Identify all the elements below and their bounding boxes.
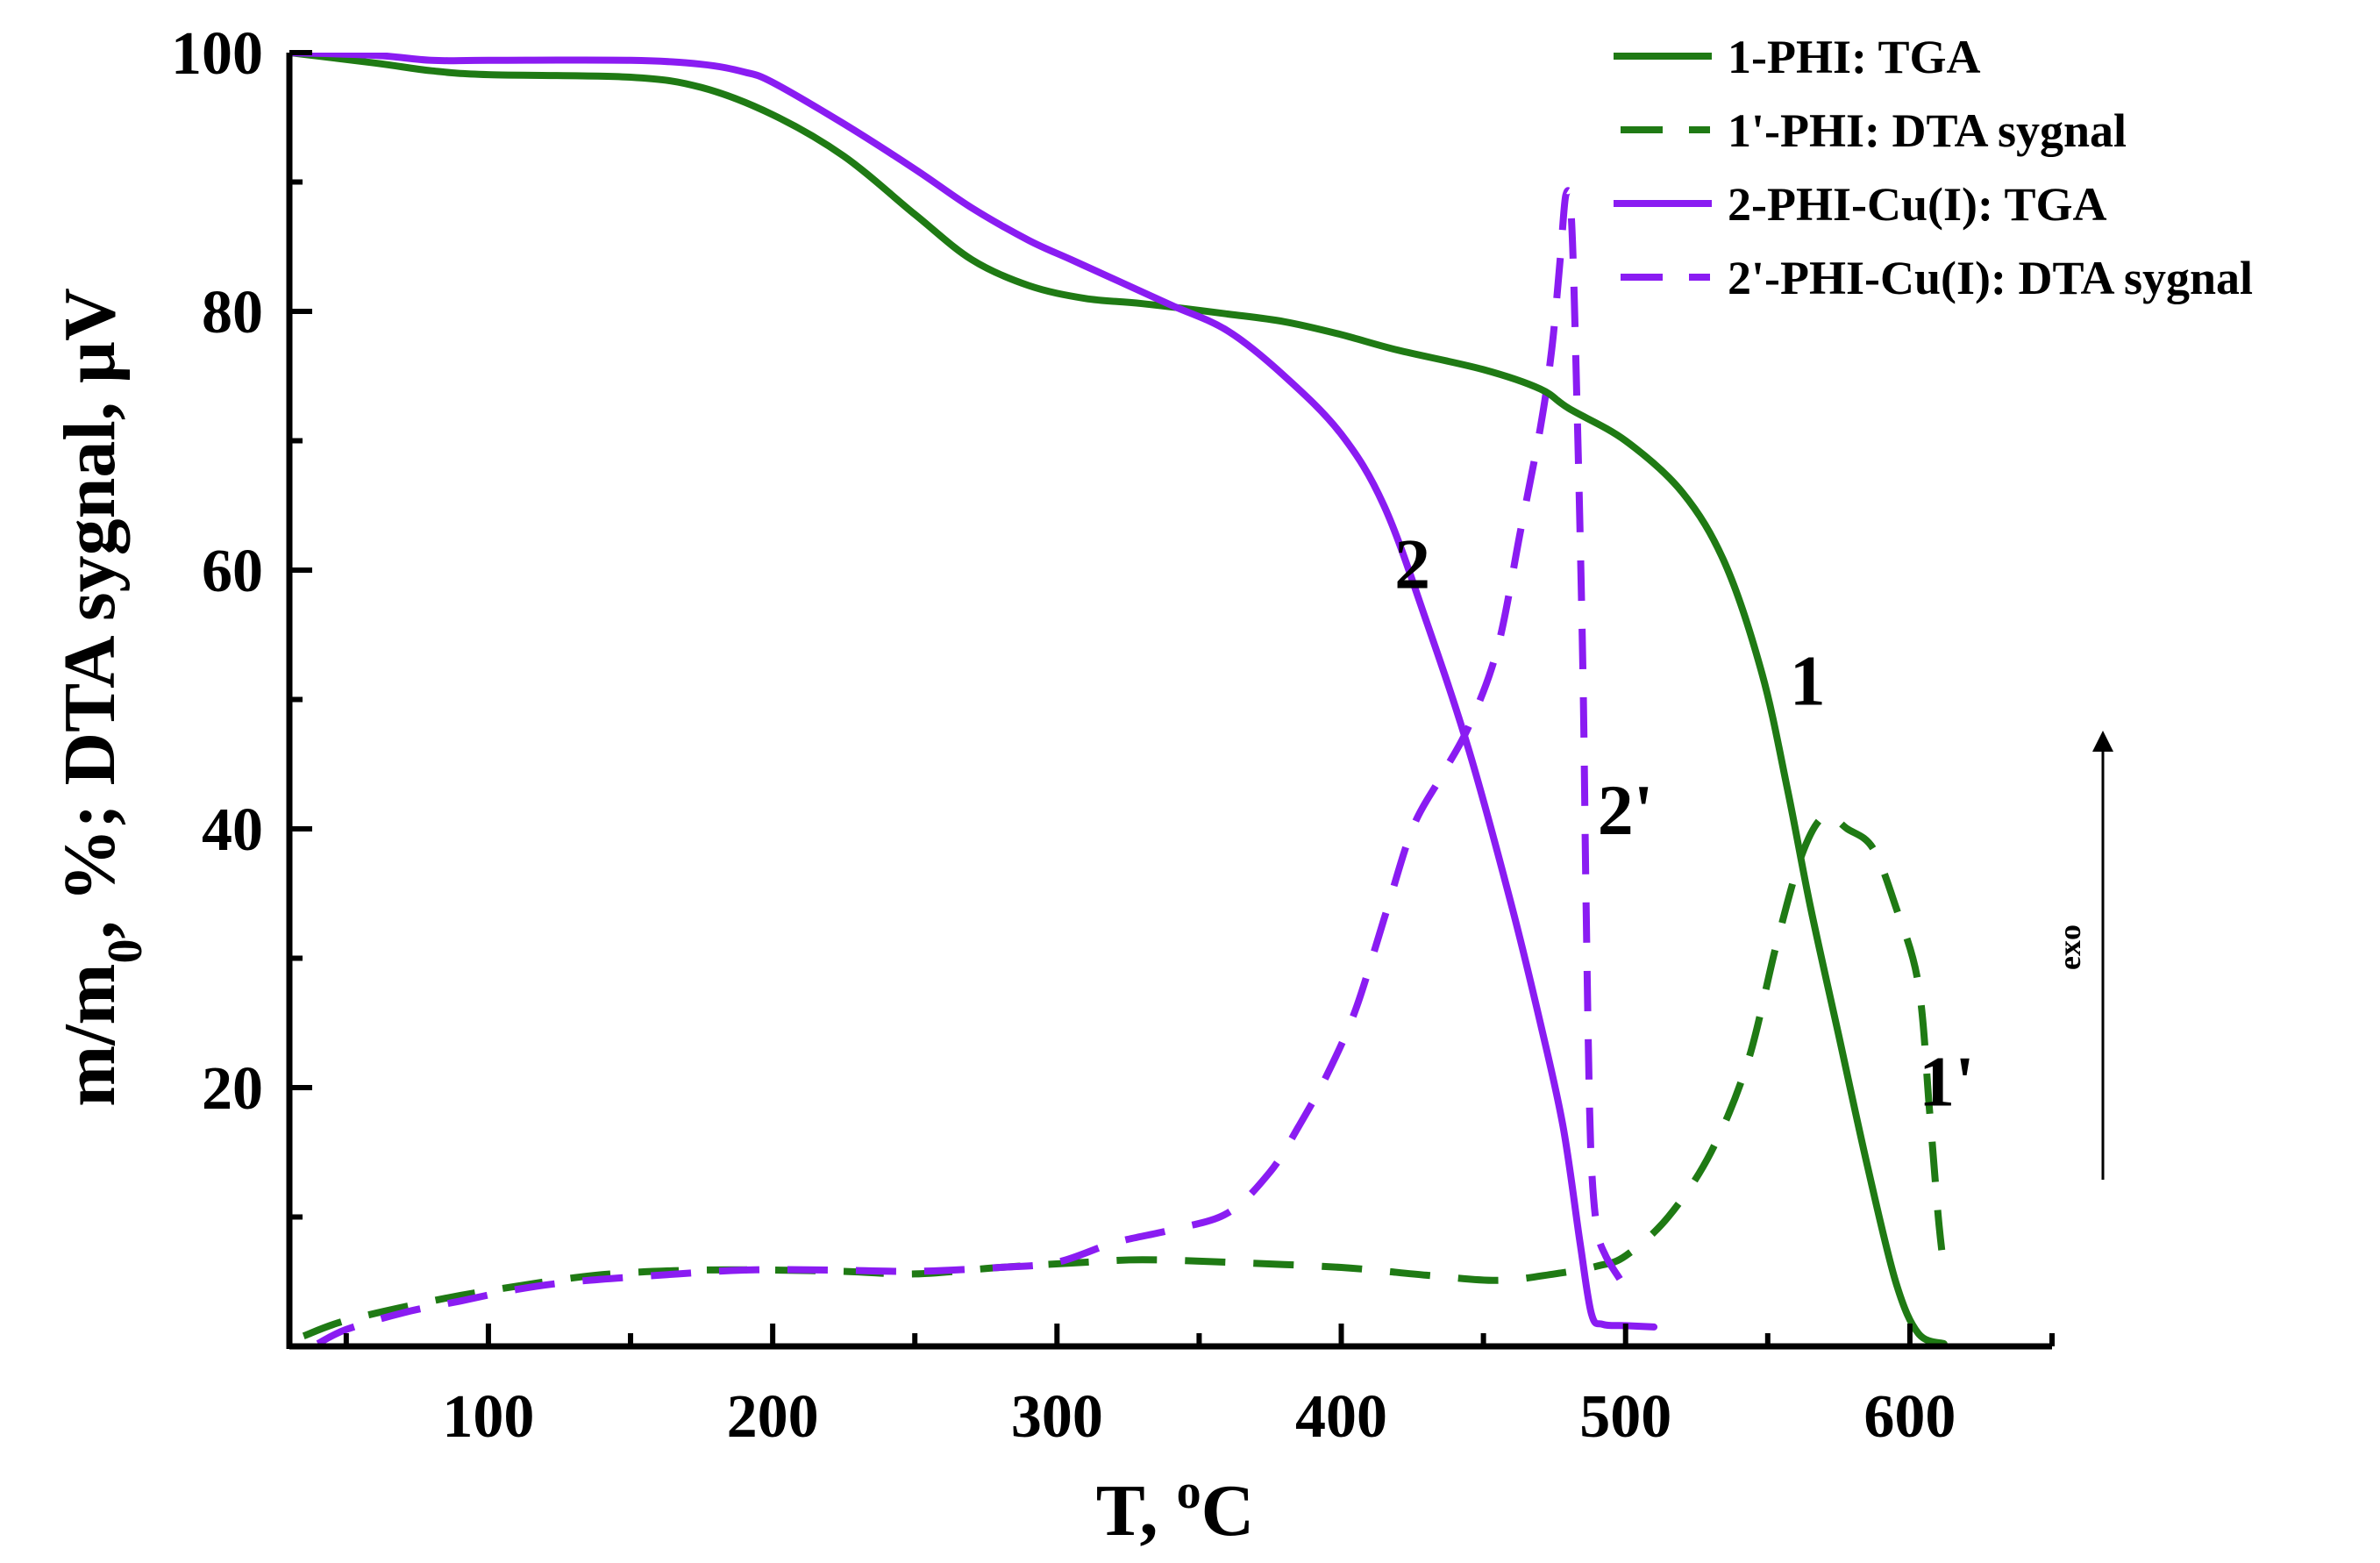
x-axis-title: T, oC bbox=[1096, 1465, 1254, 1552]
series-line-1 bbox=[289, 53, 1948, 1346]
legend-label: 2-PHI-Cu(I): TGA bbox=[1728, 178, 2107, 231]
legend-entry: 2-PHI-Cu(I): TGA bbox=[1614, 178, 2107, 231]
y-tick-label: 80 bbox=[202, 279, 263, 346]
legend-label: 1-PHI: TGA bbox=[1728, 31, 1981, 83]
exo-label: exo bbox=[2052, 924, 2087, 970]
curve-label: 1 bbox=[1790, 640, 1826, 720]
legend-entry: 1'-PHI: DTA sygnal bbox=[1621, 104, 2127, 157]
curve-label: 2 bbox=[1394, 525, 1430, 604]
series-line-3 bbox=[289, 53, 1658, 1331]
series-line-4 bbox=[316, 187, 1623, 1346]
x-tick-label: 600 bbox=[1863, 1383, 1956, 1451]
x-tick-label: 100 bbox=[442, 1383, 534, 1451]
y-axis-title: m/m0, %; DTA sygnal, µV bbox=[49, 288, 153, 1107]
y-tick-label: 20 bbox=[202, 1055, 263, 1123]
legend: 1-PHI: TGA 1'-PHI: DTA sygnal 2-PHI-Cu(I):… bbox=[1614, 31, 2253, 304]
legend-entry: 2'-PHI-Cu(I): DTA sygnal bbox=[1621, 252, 2253, 304]
y-tick-label: 40 bbox=[202, 796, 263, 864]
x-tick-label: 300 bbox=[1011, 1383, 1103, 1451]
series-layer bbox=[289, 53, 1948, 1346]
curve-label: 2' bbox=[1598, 770, 1654, 850]
x-tick-label: 200 bbox=[727, 1383, 819, 1451]
legend-entry: 1-PHI: TGA bbox=[1614, 31, 1981, 83]
labels-layer: 2 1 2' 1' bbox=[1394, 525, 1975, 1122]
axes-layer: 100 200 300 400 500 600 20 40 60 80 100 bbox=[171, 20, 2055, 1451]
curve-label: 1' bbox=[1919, 1042, 1975, 1122]
y-tick-label: 60 bbox=[202, 538, 263, 605]
x-tick-label: 500 bbox=[1579, 1383, 1671, 1451]
y-tick-label: 100 bbox=[171, 20, 263, 88]
legend-label: 2'-PHI-Cu(I): DTA sygnal bbox=[1728, 252, 2253, 304]
legend-label: 1'-PHI: DTA sygnal bbox=[1728, 104, 2127, 157]
x-tick-label: 400 bbox=[1295, 1383, 1387, 1451]
series-line-2 bbox=[302, 811, 1948, 1339]
